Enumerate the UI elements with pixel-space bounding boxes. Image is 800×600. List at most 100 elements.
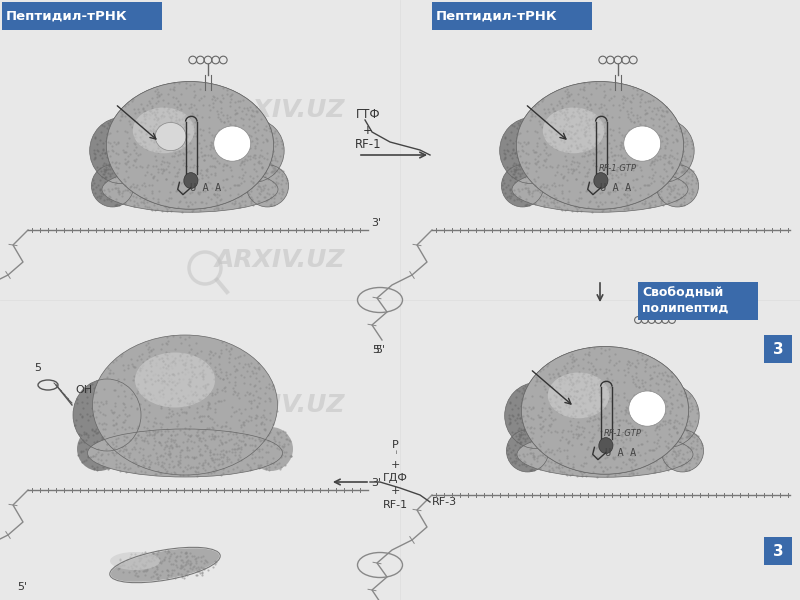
Point — [682, 167, 695, 177]
Point — [666, 173, 679, 182]
Point — [614, 142, 627, 152]
Point — [650, 446, 663, 456]
Point — [642, 154, 655, 164]
Point — [143, 389, 156, 399]
Point — [110, 113, 123, 123]
Point — [567, 194, 580, 204]
Point — [658, 175, 670, 184]
Point — [661, 169, 674, 178]
Point — [112, 434, 125, 443]
Point — [598, 86, 610, 96]
Point — [180, 398, 193, 408]
Point — [660, 133, 673, 143]
Point — [153, 388, 166, 397]
Point — [162, 182, 174, 191]
Point — [541, 441, 554, 451]
Point — [636, 449, 649, 458]
Point — [622, 397, 635, 406]
Point — [577, 92, 590, 102]
Point — [134, 133, 146, 142]
Point — [161, 186, 174, 196]
Point — [622, 433, 634, 442]
Point — [562, 170, 574, 179]
Point — [518, 451, 530, 461]
Point — [206, 430, 218, 439]
Point — [146, 130, 159, 139]
Point — [162, 360, 174, 370]
Point — [516, 403, 529, 412]
Point — [591, 421, 604, 430]
Point — [642, 198, 655, 208]
Point — [251, 125, 264, 135]
Point — [244, 196, 257, 206]
Point — [652, 151, 665, 161]
Point — [627, 83, 640, 93]
Point — [138, 106, 150, 116]
Point — [144, 125, 157, 135]
Point — [634, 390, 647, 400]
Point — [544, 413, 557, 423]
Point — [602, 174, 614, 184]
Point — [200, 385, 213, 395]
Point — [511, 137, 524, 147]
Point — [178, 149, 190, 159]
Point — [146, 191, 159, 201]
Point — [176, 181, 189, 190]
Point — [649, 379, 662, 388]
Point — [639, 427, 652, 436]
Point — [191, 553, 204, 562]
Point — [613, 420, 626, 430]
Point — [127, 428, 140, 438]
Point — [572, 161, 585, 170]
Point — [165, 385, 178, 394]
Point — [232, 154, 245, 164]
Point — [535, 182, 548, 191]
Point — [579, 452, 592, 462]
Point — [674, 436, 686, 445]
Point — [515, 145, 528, 154]
Point — [589, 136, 602, 146]
Point — [192, 458, 205, 467]
Point — [590, 452, 603, 462]
Point — [674, 404, 686, 414]
Point — [666, 373, 678, 382]
Point — [530, 159, 542, 169]
Point — [661, 371, 674, 380]
Point — [93, 400, 106, 410]
Point — [658, 153, 671, 163]
Point — [208, 175, 221, 185]
Point — [150, 195, 162, 205]
Point — [112, 139, 125, 148]
Point — [203, 105, 216, 115]
Point — [594, 163, 606, 173]
Point — [554, 139, 567, 148]
Point — [626, 374, 639, 384]
Point — [138, 566, 150, 575]
Point — [669, 415, 682, 424]
Point — [251, 158, 264, 167]
Point — [650, 180, 663, 190]
Point — [527, 423, 540, 433]
Point — [216, 182, 229, 192]
Point — [98, 434, 110, 444]
Point — [198, 564, 210, 574]
Point — [174, 452, 186, 462]
Point — [646, 395, 659, 404]
Point — [261, 145, 274, 155]
Point — [682, 446, 694, 456]
Point — [594, 376, 606, 386]
Point — [567, 386, 580, 396]
Point — [166, 385, 179, 395]
Point — [111, 149, 124, 159]
Point — [167, 356, 180, 365]
Point — [586, 408, 598, 418]
Point — [538, 182, 550, 192]
Point — [682, 411, 694, 421]
Point — [173, 164, 186, 173]
Point — [598, 143, 610, 152]
Point — [513, 450, 526, 460]
Point — [110, 439, 122, 449]
Point — [138, 125, 151, 134]
Point — [138, 570, 151, 580]
Point — [646, 158, 659, 167]
